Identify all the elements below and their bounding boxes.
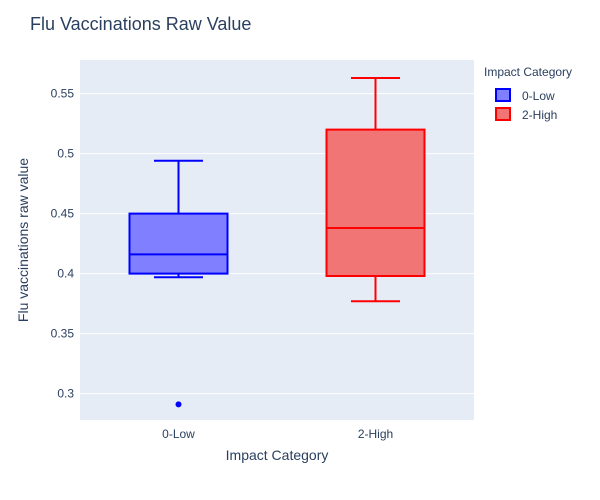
box-series-0-Low <box>128 159 229 408</box>
legend-label-0-Low: 0-Low <box>522 89 555 103</box>
x-tick-labels: 0-Low 2-High <box>162 427 393 441</box>
y-tick-labels: 0.3 0.35 0.4 0.45 0.5 0.55 <box>51 87 75 401</box>
box-iqr <box>325 128 426 277</box>
box-series-2-High <box>325 77 426 303</box>
legend-swatch-0-Low <box>495 88 511 102</box>
x-tick-label: 0-Low <box>162 427 195 441</box>
y-tick-label: 0.45 <box>51 207 75 221</box>
legend-title: Impact Category <box>484 65 572 79</box>
legend-label-2-High: 2-High <box>522 108 557 122</box>
box-iqr <box>128 212 229 275</box>
y-tick-label: 0.4 <box>57 267 74 281</box>
legend: Impact Category 0-Low 2-High <box>484 65 572 122</box>
y-tick-label: 0.3 <box>57 387 74 401</box>
box-series-group <box>128 77 426 408</box>
legend-swatch-2-High <box>495 107 511 121</box>
outlier-point <box>175 401 182 408</box>
x-axis-title: Impact Category <box>226 447 329 463</box>
y-axis-title: Flu vaccinations raw value <box>15 158 31 322</box>
y-tick-label: 0.35 <box>51 327 75 341</box>
chart-title: Flu Vaccinations Raw Value <box>30 14 251 34</box>
x-tick-label: 2-High <box>358 427 393 441</box>
y-tick-label: 0.5 <box>57 147 74 161</box>
y-tick-label: 0.55 <box>51 87 75 101</box>
